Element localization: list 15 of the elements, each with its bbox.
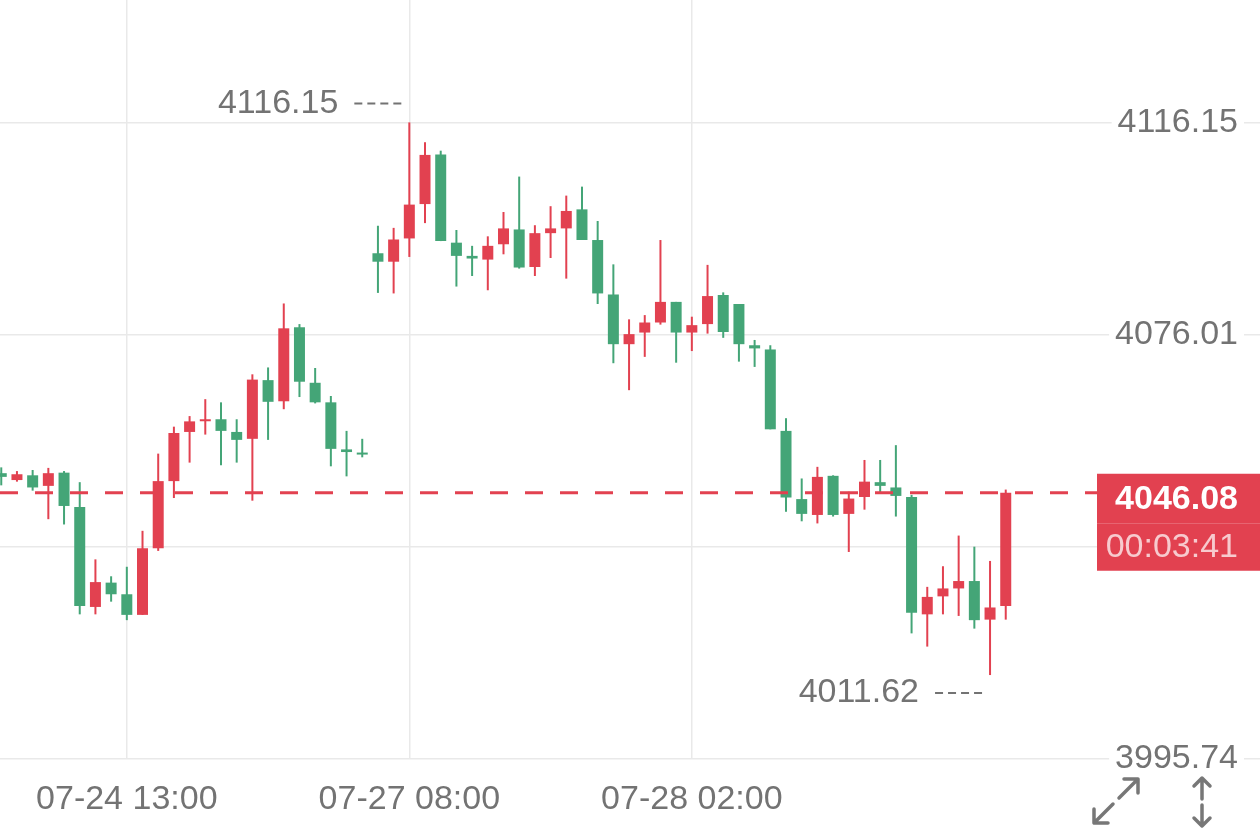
ref-line-label: 4046.08	[1115, 478, 1238, 517]
annotation: 4011.62	[798, 671, 920, 710]
candlestick	[953, 535, 965, 616]
y-tick-label: 4076.01	[1115, 312, 1238, 351]
x-tick-label: 07-24 13:00	[36, 777, 218, 816]
text: 00:03:41	[1105, 526, 1238, 565]
y-tick-label: 4116.15	[1117, 100, 1238, 139]
candlestick	[341, 430, 353, 477]
candlestick	[199, 399, 211, 435]
candlestick	[545, 206, 557, 259]
x-tick-label: 07-28 02:00	[601, 777, 783, 816]
x-tick-label: 07-27 08:00	[318, 777, 501, 816]
candlestick	[466, 245, 478, 276]
y-tick-label: 3995.74	[1115, 737, 1238, 776]
annotation: 4116.15	[217, 81, 339, 120]
